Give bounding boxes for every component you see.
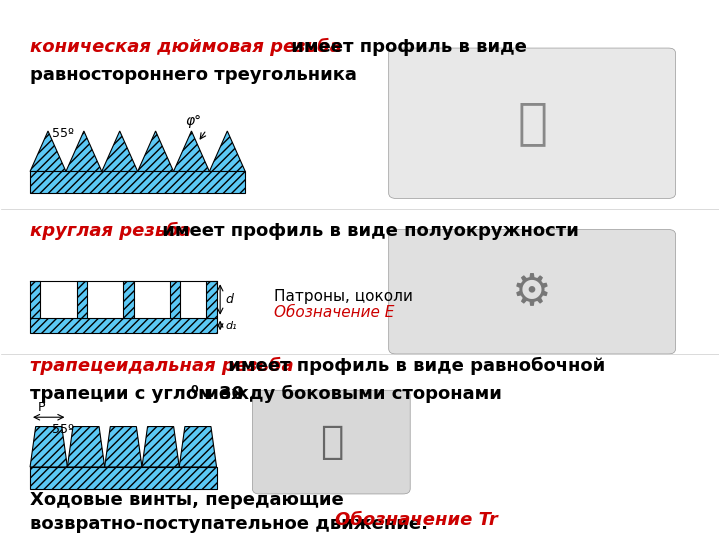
Polygon shape [179, 427, 217, 467]
Polygon shape [174, 131, 210, 172]
Text: круглая резьба: круглая резьба [30, 222, 191, 240]
FancyBboxPatch shape [389, 48, 675, 198]
Text: 0: 0 [191, 385, 199, 395]
Polygon shape [30, 427, 68, 467]
Polygon shape [142, 427, 179, 467]
Text: Обозначение Е: Обозначение Е [274, 305, 395, 320]
Polygon shape [207, 281, 217, 318]
Polygon shape [123, 281, 134, 318]
Text: Обозначение Tr: Обозначение Tr [335, 511, 498, 529]
Polygon shape [138, 131, 174, 172]
Text: d: d [225, 293, 233, 306]
Polygon shape [30, 131, 66, 172]
Text: имеет профиль в виде равнобочной: имеет профиль в виде равнобочной [222, 356, 605, 375]
Text: коническая дюймовая резьба: коническая дюймовая резьба [30, 38, 342, 56]
Polygon shape [30, 318, 217, 333]
Polygon shape [66, 131, 102, 172]
Polygon shape [30, 467, 217, 489]
Text: φ°: φ° [185, 114, 201, 128]
Text: 55º: 55º [52, 127, 73, 140]
Text: трапецеидальная резьба: трапецеидальная резьба [30, 356, 294, 375]
Text: 🔩: 🔩 [517, 99, 547, 147]
Text: имеет профиль в виде полуокружности: имеет профиль в виде полуокружности [156, 222, 578, 240]
Text: ⚙: ⚙ [512, 270, 552, 313]
Polygon shape [30, 172, 246, 193]
Text: трапеции с углом 30: трапеции с углом 30 [30, 385, 244, 403]
FancyBboxPatch shape [389, 230, 675, 354]
Text: d₁: d₁ [225, 321, 237, 332]
Text: Ходовые винты, передающие
возвратно-поступательное движение.: Ходовые винты, передающие возвратно-пост… [30, 491, 434, 533]
Text: имеет профиль в виде: имеет профиль в виде [284, 38, 526, 56]
Polygon shape [68, 427, 104, 467]
Text: P: P [37, 401, 45, 414]
Text: 55º: 55º [53, 423, 74, 436]
Polygon shape [210, 131, 246, 172]
Polygon shape [102, 131, 138, 172]
Text: 🔧: 🔧 [320, 423, 343, 461]
Polygon shape [30, 281, 40, 318]
Text: равностороннего треугольника: равностороннего треугольника [30, 66, 357, 84]
FancyBboxPatch shape [253, 390, 410, 494]
Text: между боковыми сторонами: между боковыми сторонами [198, 385, 502, 403]
Polygon shape [170, 281, 180, 318]
Polygon shape [104, 427, 142, 467]
Polygon shape [77, 281, 87, 318]
Text: Патроны, цоколи: Патроны, цоколи [274, 289, 413, 304]
